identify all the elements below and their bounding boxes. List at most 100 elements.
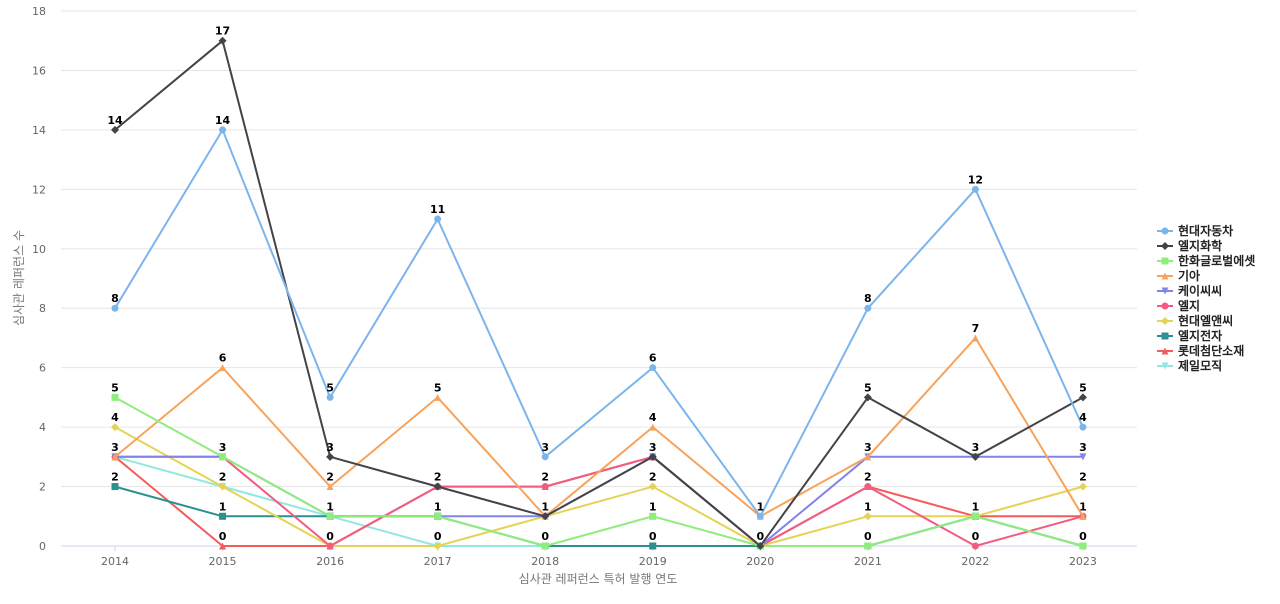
data-point[interactable] [111,125,119,134]
legend-marker [1161,302,1169,310]
data-point[interactable] [219,453,227,461]
data-point[interactable] [111,423,119,432]
data-point[interactable] [648,452,657,461]
data-label: 2 [1079,471,1087,484]
data-point[interactable] [326,542,334,550]
data-point[interactable] [1078,393,1087,402]
data-point[interactable] [971,452,980,461]
data-point[interactable] [541,542,549,550]
series-line[interactable] [114,336,1084,518]
data-point[interactable] [971,512,979,520]
data-label: 14 [107,114,123,127]
y-tick-label: 12 [32,183,46,196]
data-label: 5 [326,381,334,394]
legend-label: 현대자동차 [1178,223,1233,238]
data-point[interactable] [541,512,550,521]
legend-item[interactable]: 롯데첨단소재 [1157,343,1244,358]
data-label: 4 [649,411,657,424]
x-tick-label: 2020 [746,555,774,568]
data-label: 2 [219,471,227,484]
data-point[interactable] [756,512,764,520]
data-point[interactable] [541,483,549,491]
data-point[interactable] [649,512,657,520]
data-point[interactable] [219,364,227,372]
data-point[interactable] [433,542,442,550]
data-label: 4 [111,411,119,424]
data-label: 3 [541,441,549,454]
data-point[interactable] [219,512,227,520]
data-label: 5 [434,381,442,394]
data-point[interactable] [541,453,549,461]
data-label: 1 [434,500,442,513]
data-point[interactable] [434,393,442,401]
data-point[interactable] [326,393,334,401]
data-point[interactable] [864,453,872,461]
x-axis-title: 심사관 레퍼런스 특허 발행 연도 [519,571,678,586]
legend-item[interactable]: 현대엘앤씨 [1157,313,1233,328]
data-point[interactable] [649,423,657,431]
legend-item[interactable]: 기아 [1157,268,1200,283]
data-point[interactable] [864,483,872,491]
data-point[interactable] [433,482,442,491]
series-line[interactable] [114,128,1084,518]
series-line[interactable] [114,39,1084,547]
x-tick-label: 2019 [639,555,667,568]
data-point[interactable] [863,393,872,402]
legend[interactable]: 현대자동차엘지화학한화글로벌에셋기아케이씨씨엘지현대엘앤씨엘지전자롯데첨단소재제… [1157,223,1255,373]
data-point[interactable] [111,453,119,461]
legend-item[interactable]: 엘지화학 [1157,238,1222,253]
data-point[interactable] [219,126,227,134]
data-label: 2 [649,471,657,484]
data-point[interactable] [864,542,872,550]
data-point[interactable] [649,364,657,372]
data-point[interactable] [971,542,979,550]
data-label: 4 [1079,411,1087,424]
data-point[interactable] [1079,453,1087,461]
data-point[interactable] [864,304,872,312]
data-point[interactable] [326,512,334,520]
data-point[interactable] [111,393,119,401]
data-point[interactable] [1079,512,1087,520]
data-point[interactable] [218,482,227,491]
data-point[interactable] [971,185,979,193]
data-label: 1 [649,500,657,513]
data-point[interactable] [326,452,335,461]
data-point[interactable] [434,215,442,223]
legend-marker [1161,287,1169,295]
legend-item[interactable]: 케이씨씨 [1157,283,1222,298]
data-point[interactable] [434,512,442,520]
data-label: 1 [541,500,549,513]
data-point[interactable] [648,482,657,491]
data-label: 2 [111,471,119,484]
x-tick-label: 2014 [101,555,129,568]
data-point[interactable] [756,542,765,550]
data-point[interactable] [971,334,979,342]
data-point[interactable] [1079,423,1087,431]
data-label: 3 [111,441,119,454]
data-point[interactable] [219,542,227,550]
data-label: 3 [649,441,657,454]
data-point[interactable] [863,512,872,521]
data-label: 6 [219,352,227,365]
legend-item[interactable]: 현대자동차 [1157,223,1233,238]
legend-item[interactable]: 엘지전자 [1157,328,1222,343]
legend-marker [1161,242,1169,250]
data-point[interactable] [111,304,119,312]
legend-marker [1161,332,1169,340]
data-point[interactable] [111,483,119,491]
series-line[interactable] [114,396,1084,547]
data-point[interactable] [1079,542,1087,550]
data-point[interactable] [1078,482,1087,491]
data-point[interactable] [649,542,657,550]
data-point[interactable] [218,36,227,45]
legend-label: 엘지전자 [1178,328,1222,343]
data-point[interactable] [326,483,334,491]
data-label: 14 [215,114,231,127]
legend-item[interactable]: 한화글로벌에셋 [1157,253,1255,268]
data-label: 11 [430,203,445,216]
legend-item[interactable]: 엘지 [1157,298,1200,313]
legend-item[interactable]: 제일모직 [1157,358,1222,373]
axes: 심사관 레퍼런스 수 심사관 레퍼런스 특허 발행 연도 02468101214… [12,5,1097,586]
